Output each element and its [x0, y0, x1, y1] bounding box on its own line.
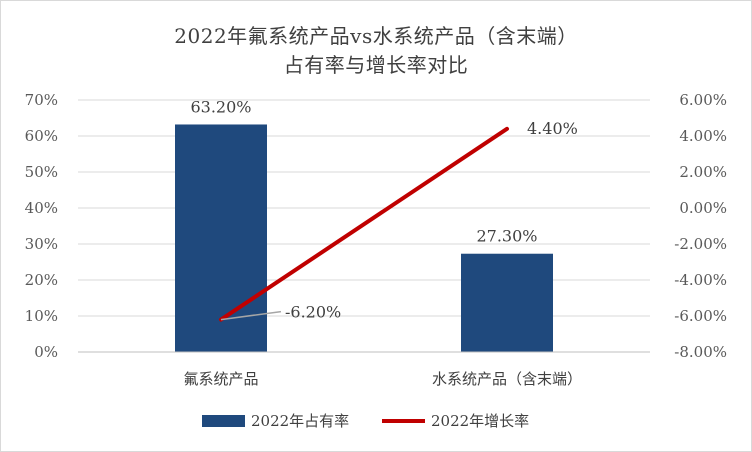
left-axis-tick-label: 20% — [25, 271, 58, 289]
right-axis-tick-label: -2.00% — [674, 235, 727, 253]
bar-2 — [461, 253, 553, 352]
right-axis-tick-label: -4.00% — [674, 271, 727, 289]
data-label-leader — [220, 310, 282, 321]
bar-data-label: 63.20% — [190, 97, 251, 116]
left-axis-tick-label: 0% — [34, 343, 58, 361]
left-axis-tick-label: 10% — [25, 307, 58, 325]
bar-1 — [175, 124, 267, 352]
left-axis-tick-label: 40% — [25, 199, 58, 217]
bar-data-label: 27.30% — [476, 227, 537, 246]
left-axis-tick-label: 70% — [25, 91, 58, 109]
left-axis-tick-label: 60% — [25, 127, 58, 145]
legend-label-share: 2022年占有率 — [251, 412, 349, 430]
category-label: 水系统产品（含末端） — [432, 370, 582, 388]
left-axis-tick-label: 50% — [25, 163, 58, 181]
right-axis-tick-label: 4.00% — [679, 127, 727, 145]
category-label: 氟系统产品 — [183, 370, 258, 388]
left-axis-tick-label: 30% — [25, 235, 58, 253]
right-axis-tick-label: -8.00% — [674, 343, 727, 361]
right-axis-tick-label: 0.00% — [679, 199, 727, 217]
chart-title-line1: 2022年氟系统产品vs水系统产品（含末端） — [174, 24, 578, 48]
legend-swatch-share — [202, 415, 245, 427]
right-axis-tick-label: 2.00% — [679, 163, 727, 181]
chart-title-line2: 占有率与增长率对比 — [283, 53, 469, 77]
right-axis-tick-label: 6.00% — [679, 91, 727, 109]
line-data-label: -6.20% — [285, 303, 341, 322]
right-axis-tick-label: -6.00% — [674, 307, 727, 325]
line-data-label: 4.40% — [527, 119, 578, 138]
legend-label-growth: 2022年增长率 — [431, 412, 529, 430]
growth-line — [219, 126, 509, 322]
